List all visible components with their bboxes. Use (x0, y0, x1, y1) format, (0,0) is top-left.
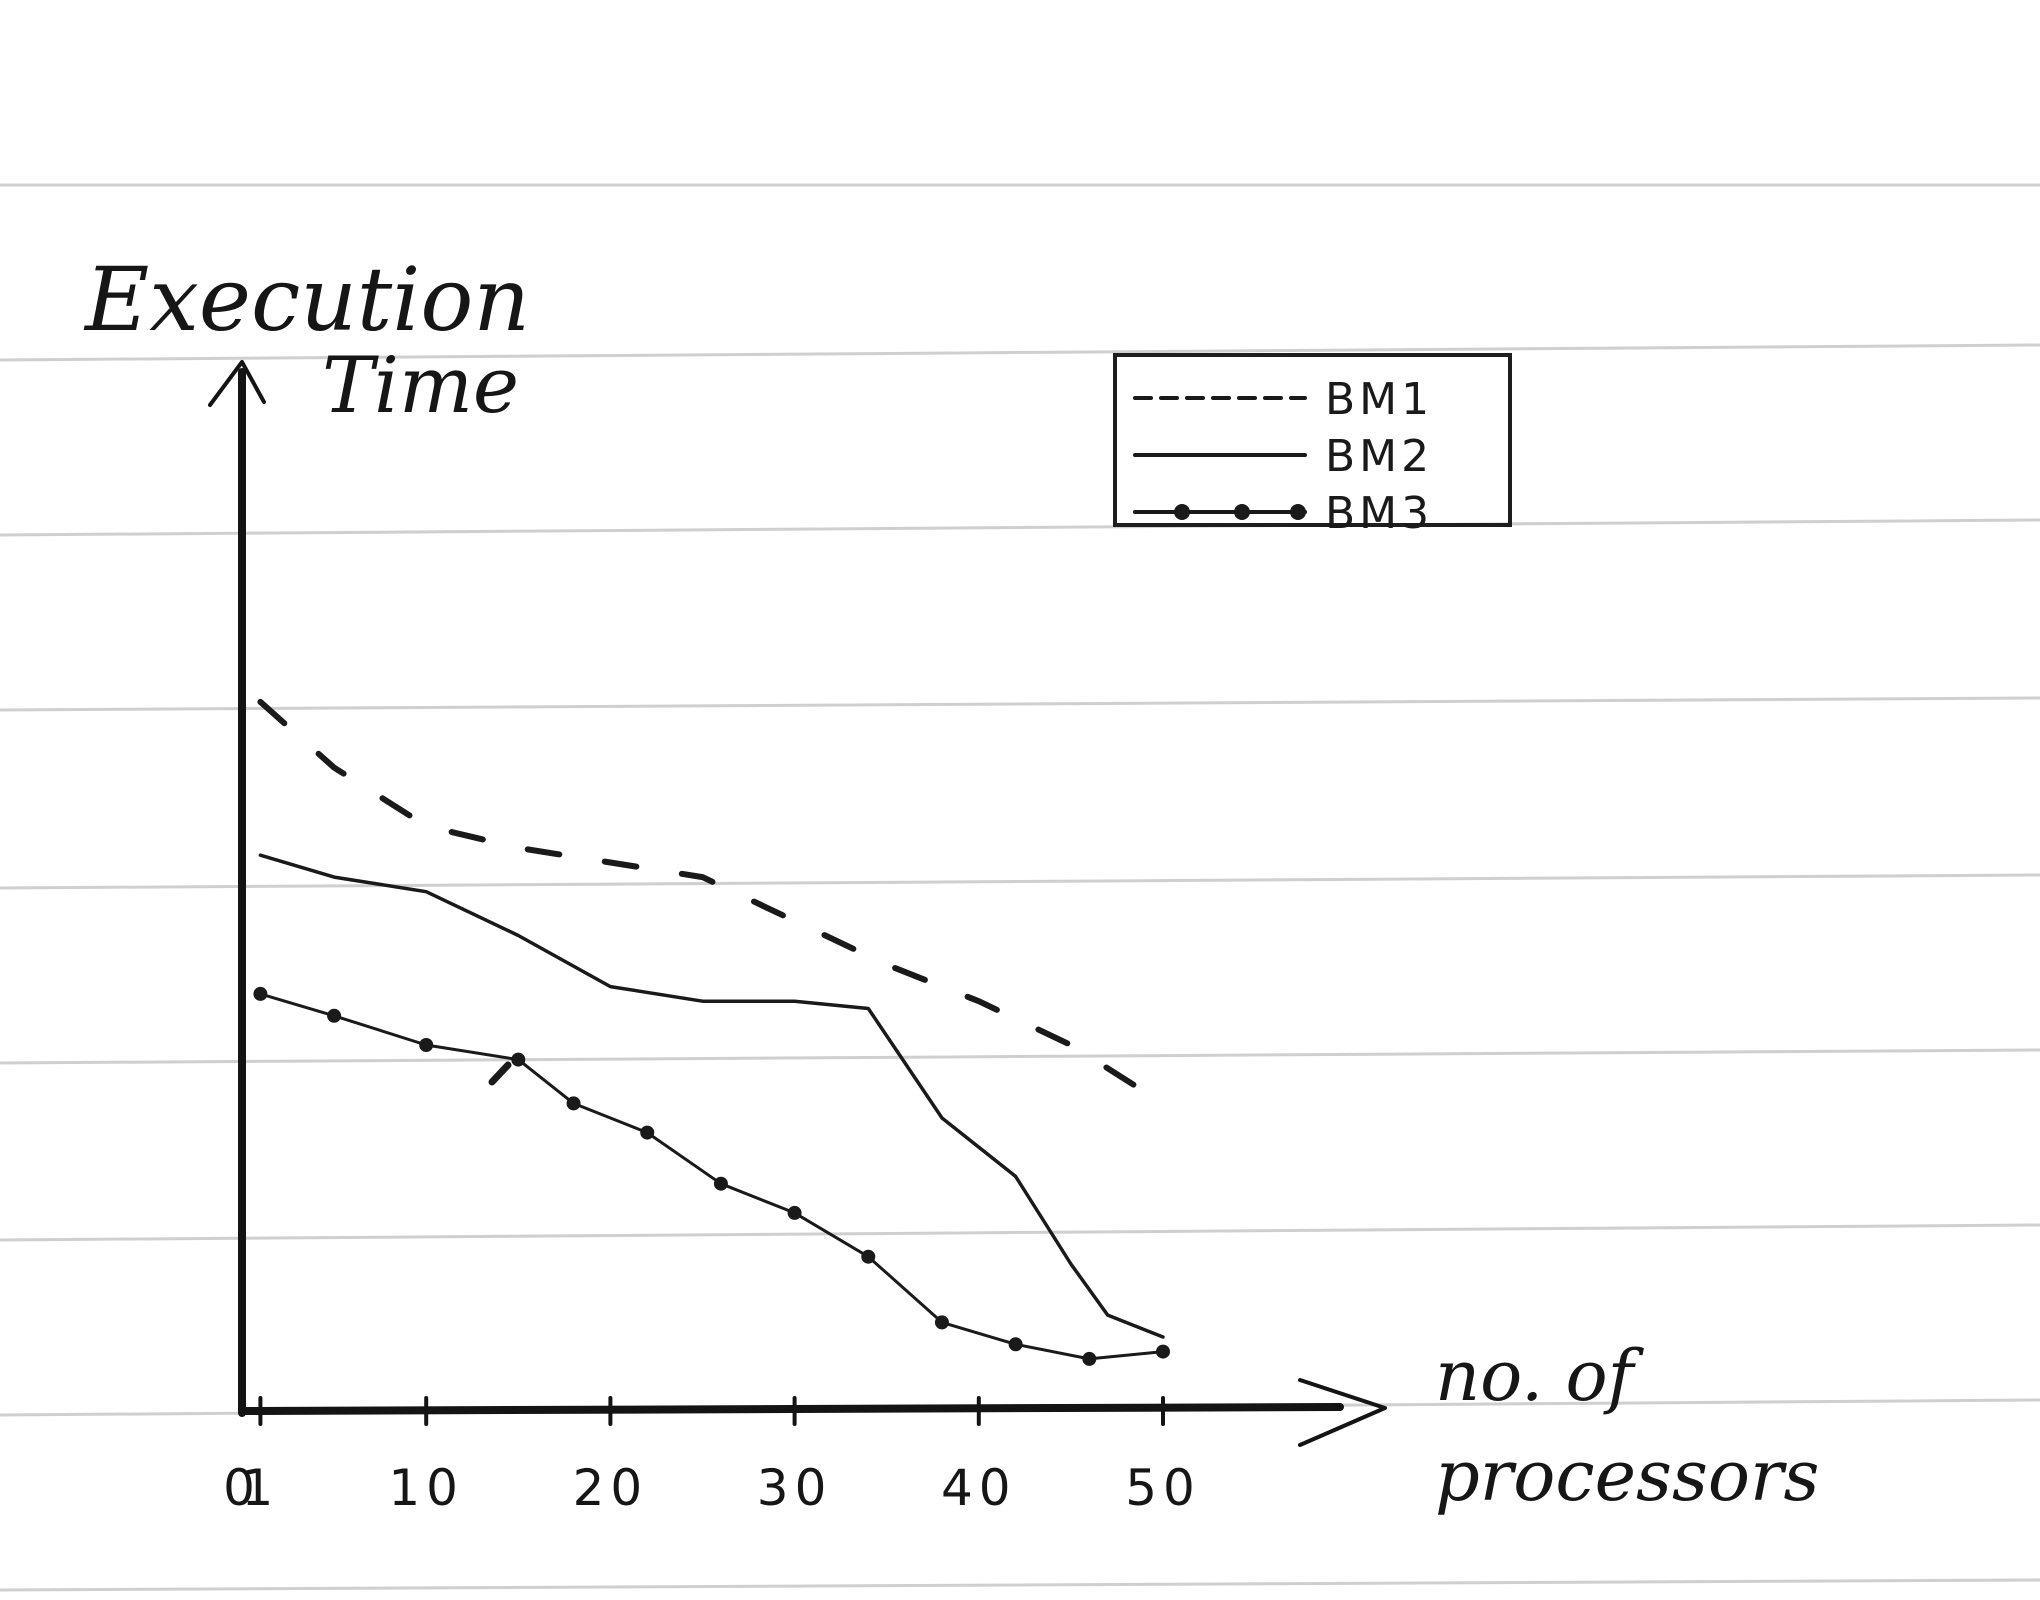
series-point-bm3 (934, 1315, 949, 1330)
series-line-bm1 (257, 698, 1166, 1107)
series-point-bm3 (566, 1096, 581, 1111)
x-axis (238, 1403, 1344, 1415)
x-tick-label-40: 40 (941, 1459, 1017, 1517)
legend-label-bm1: BM1 (1325, 374, 1433, 425)
series-point-bm3 (327, 1008, 342, 1023)
x-axis-arrowhead (1298, 1378, 1387, 1447)
series-line-bm2 (258, 853, 1165, 1339)
series-point-bm3 (253, 986, 268, 1001)
series-point-bm3 (787, 1205, 802, 1220)
y-axis-label: Execution Time (83, 248, 530, 431)
series-layer (253, 698, 1170, 1366)
series-point-bm3 (861, 1249, 876, 1264)
series-point-bm3 (511, 1052, 526, 1067)
legend: BM1 BM2 BM3 (1113, 353, 1512, 539)
x-axis-label-line2: processors (1435, 1435, 1819, 1517)
series-point-bm3 (640, 1125, 655, 1140)
y-axis-label-line1: Execution (83, 248, 530, 351)
y-axis-arrowhead (208, 360, 266, 407)
series-point-bm3 (1082, 1351, 1097, 1366)
legend-label-bm2: BM2 (1325, 431, 1433, 482)
x-tick-label-20: 20 (573, 1459, 649, 1517)
series-point-bm3 (1156, 1344, 1170, 1359)
x-tick-label-0: 0 (223, 1459, 261, 1517)
series-point-bm3 (419, 1038, 434, 1052)
series-point-bm3 (713, 1176, 728, 1191)
stray-pen-mark (488, 1061, 512, 1086)
legend-box (1113, 353, 1512, 527)
y-axis-label-line2: Time (322, 341, 519, 431)
legend-swatch-dot (1290, 504, 1306, 520)
series-line-bm3 (258, 992, 1165, 1361)
x-tick-label-10: 10 (388, 1459, 464, 1517)
x-tick-label-30: 30 (757, 1459, 833, 1517)
notebook-ruled-lines (0, 183, 2040, 1592)
legend-swatch-dot (1234, 504, 1250, 520)
series-point-bm3 (1008, 1337, 1023, 1352)
x-tick-label-50: 50 (1125, 1459, 1201, 1517)
legend-entries: BM1 BM2 BM3 (1133, 374, 1433, 539)
x-tick-label-1: 1 (242, 1459, 280, 1517)
x-axis-label-line1: no. of (1435, 1335, 1645, 1417)
legend-swatch-dot (1174, 504, 1190, 520)
legend-label-bm3: BM3 (1325, 488, 1433, 539)
x-ticks: 01 10 20 30 40 50 (223, 1396, 1201, 1517)
x-axis-label: no. of processors (1435, 1335, 1819, 1517)
